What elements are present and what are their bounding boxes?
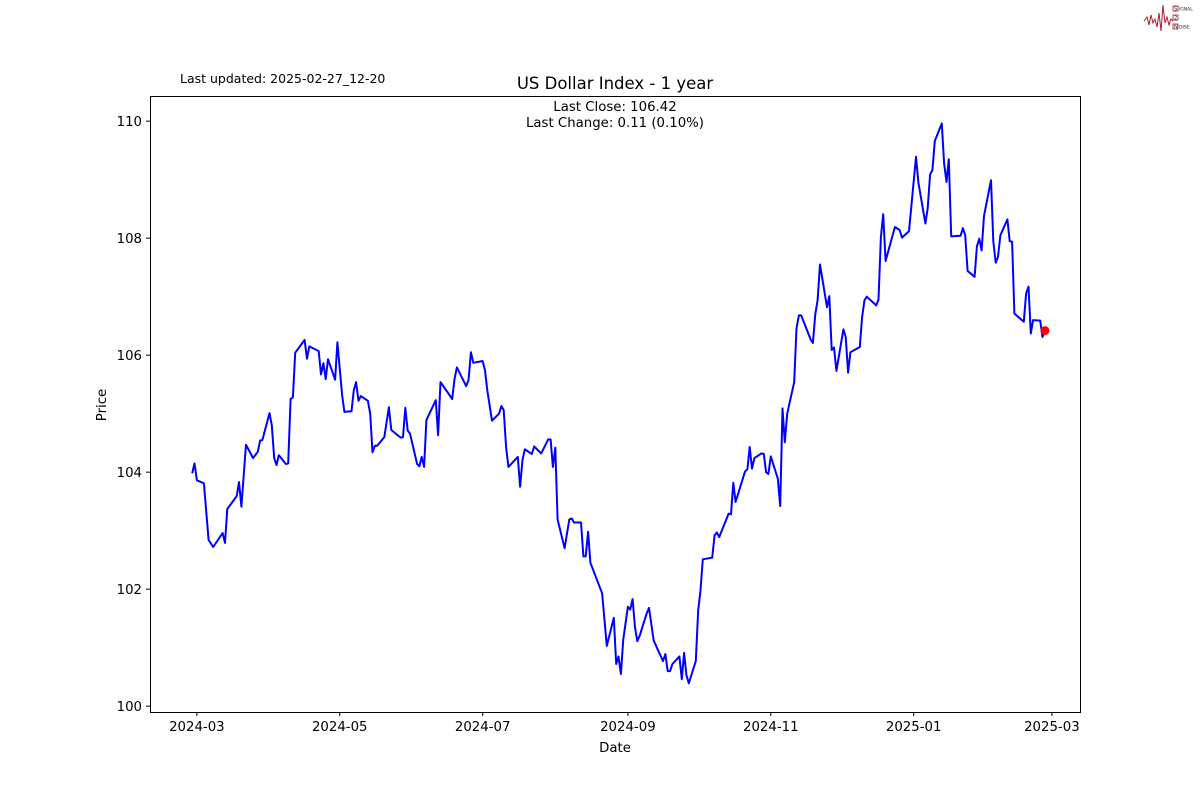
last-close-marker — [1040, 326, 1050, 336]
x-axis: 2024-03 2024-05 2024-07 2024-09 2024-11 2025-… — [169, 712, 1080, 735]
x-axis-label: Date — [599, 741, 631, 756]
chart-title: US Dollar Index - 1 year — [517, 74, 714, 93]
y-tick-label: 110 — [117, 115, 142, 130]
last-updated-label: Last updated: 2025-02-27_12-20 — [180, 71, 385, 86]
y-tick-label: 100 — [117, 700, 142, 715]
x-tick-label: 2024-07 — [455, 720, 511, 735]
plot-area — [150, 96, 1081, 713]
x-tick-label: 2025-03 — [1024, 720, 1080, 735]
y-tick-label: 104 — [117, 466, 142, 481]
svg-text:S: S — [1174, 7, 1177, 13]
x-tick-label: 2025-01 — [886, 720, 942, 735]
y-tick-label: 108 — [117, 232, 142, 247]
last-close-annotation: Last Close: 106.42 — [553, 100, 676, 115]
signal-2-noise-logo: S IGNAL 2 N OISE — [1143, 4, 1193, 32]
y-tick-label: 102 — [117, 583, 142, 598]
svg-text:N: N — [1174, 25, 1178, 31]
plot-frame — [150, 96, 1081, 713]
y-tick-label: 106 — [117, 349, 142, 364]
svg-text:IGNAL: IGNAL — [1179, 7, 1193, 13]
x-tick-label: 2024-11 — [743, 720, 799, 735]
price-line — [191, 122, 1046, 685]
x-tick-label: 2024-03 — [169, 720, 225, 735]
y-axis-label: Price — [95, 389, 110, 421]
last-change-annotation: Last Change: 0.11 (0.10%) — [526, 116, 704, 131]
x-tick-label: 2024-09 — [600, 720, 656, 735]
svg-text:OISE: OISE — [1179, 25, 1190, 31]
y-axis: 100 102 104 106 108 110 — [117, 115, 150, 715]
svg-text:2: 2 — [1174, 16, 1177, 22]
x-tick-label: 2024-05 — [312, 720, 368, 735]
